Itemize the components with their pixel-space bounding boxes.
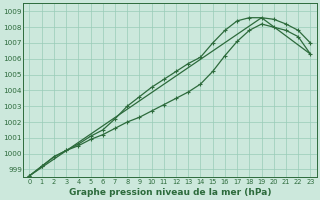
X-axis label: Graphe pression niveau de la mer (hPa): Graphe pression niveau de la mer (hPa) [69, 188, 271, 197]
